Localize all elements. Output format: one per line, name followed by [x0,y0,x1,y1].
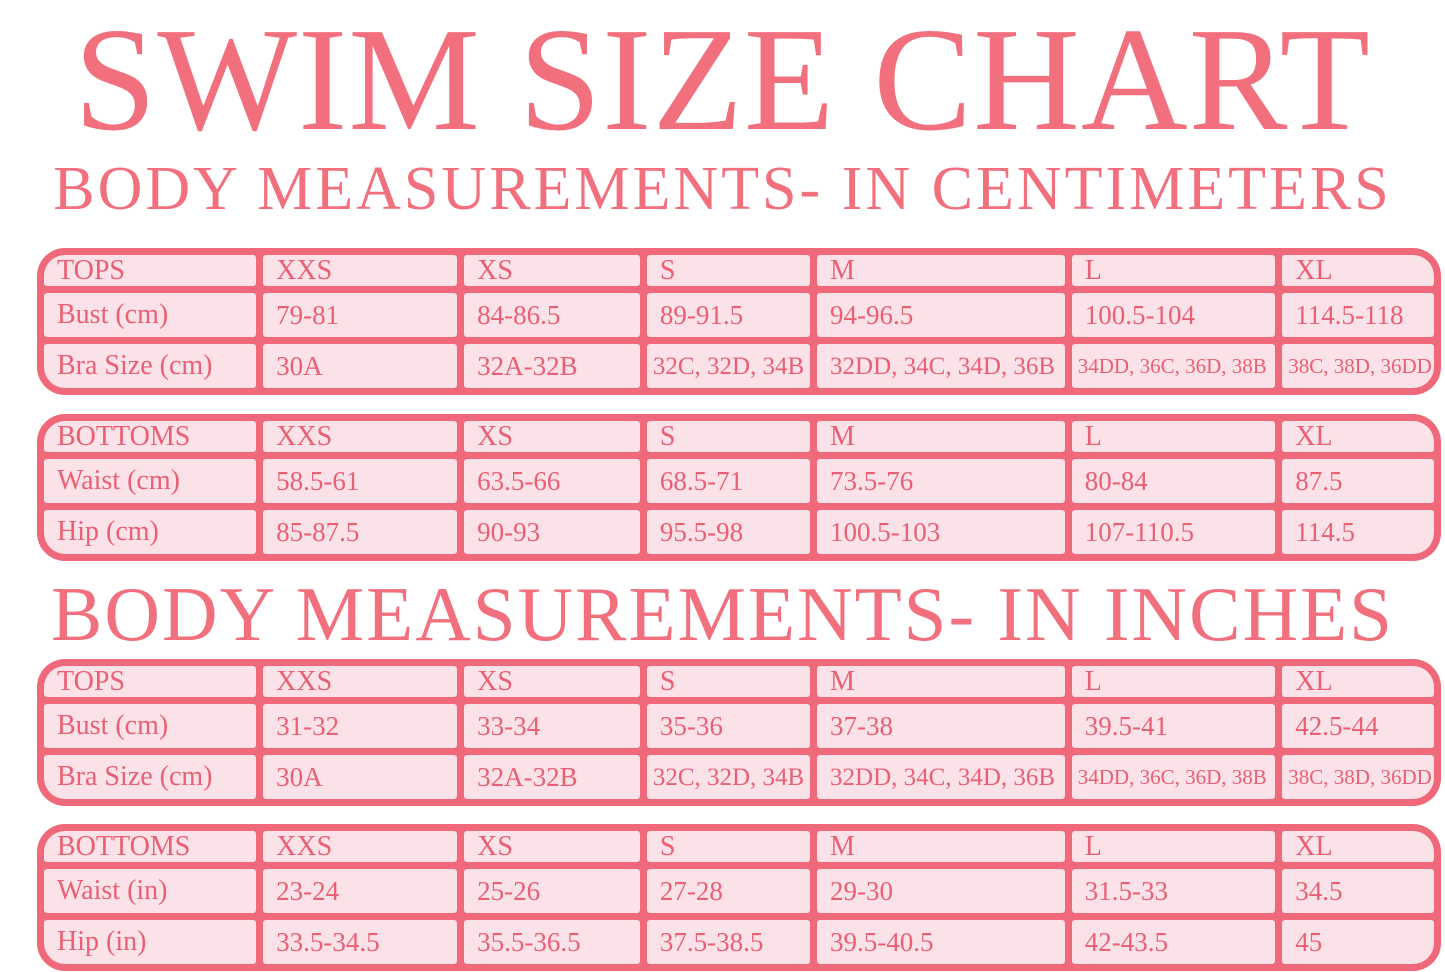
value-cell: 37.5-38.5 [646,920,811,965]
value-cell: 94-96.5 [817,293,1065,338]
row-label-bra-size-cm: Bra Size (cm) [44,344,257,389]
header-cell-xs: XS [464,666,640,698]
value-cell: 32A-32B [464,755,640,800]
header-cell-xxs: XXS [263,255,458,287]
row-label-waist-cm: Waist (cm) [44,459,257,504]
value-cell: 39.5-41 [1071,704,1276,749]
value-cell: 73.5-76 [817,459,1065,504]
value-cell: 42.5-44 [1282,704,1434,749]
subtitle-inches: BODY MEASUREMENTS- IN INCHES [51,571,1394,658]
value-cell: 85-87.5 [263,510,458,555]
header-cell-bottoms: BOTTOMS [44,421,257,453]
header-cell-xs: XS [464,831,640,863]
header-cell-l: L [1071,255,1276,287]
value-cell: 79-81 [263,293,458,338]
value-cell: 42-43.5 [1071,920,1276,965]
page-title: SWIM SIZE CHART [74,0,1371,162]
value-cell: 32DD, 34C, 34D, 36B [817,755,1065,800]
value-cell: 58.5-61 [263,459,458,504]
row-label-waist-in: Waist (in) [44,869,257,914]
value-cell: 35-36 [646,704,811,749]
row-label-hip-cm: Hip (cm) [44,510,257,555]
value-cell: 25-26 [464,869,640,914]
value-cell: 27-28 [646,869,811,914]
header-cell-xxs: XXS [263,666,458,698]
header-cell-bottoms: BOTTOMS [44,831,257,863]
size-table-tops-cm: TOPS XXS XS S M L XL Bust (cm) 79-81 84-… [37,248,1441,396]
header-cell-l: L [1071,831,1276,863]
value-cell: 84-86.5 [464,293,640,338]
value-cell: 32C, 32D, 34B [646,755,811,800]
value-cell: 68.5-71 [646,459,811,504]
value-cell: 100.5-103 [817,510,1065,555]
value-cell: 32DD, 34C, 34D, 36B [817,344,1065,389]
row-label-hip-in: Hip (in) [44,920,257,965]
value-cell: 34.5 [1282,869,1434,914]
header-cell-s: S [646,421,811,453]
header-cell-m: M [817,831,1065,863]
value-cell: 38C, 38D, 36DD [1282,755,1434,800]
value-cell: 37-38 [817,704,1065,749]
value-cell: 30A [263,344,458,389]
header-cell-tops: TOPS [44,666,257,698]
value-cell: 39.5-40.5 [817,920,1065,965]
value-cell: 107-110.5 [1071,510,1276,555]
header-cell-xxs: XXS [263,421,458,453]
value-cell: 29-30 [817,869,1065,914]
value-cell: 30A [263,755,458,800]
header-cell-xl: XL [1282,255,1434,287]
row-label-bust-in: Bust (cm) [44,704,257,749]
header-cell-m: M [817,666,1065,698]
value-cell: 38C, 38D, 36DD [1282,344,1434,389]
size-table-bottoms-in: BOTTOMS XXS XS S M L XL Waist (in) 23-24… [37,824,1441,972]
value-cell: 90-93 [464,510,640,555]
value-cell: 114.5-118 [1282,293,1434,338]
value-cell: 114.5 [1282,510,1434,555]
value-cell: 34DD, 36C, 36D, 38B [1071,344,1276,389]
row-label-bust-cm: Bust (cm) [44,293,257,338]
value-cell: 95.5-98 [646,510,811,555]
value-cell: 63.5-66 [464,459,640,504]
subtitle-centimeters: BODY MEASUREMENTS- IN CENTIMETERS [53,155,1392,224]
header-cell-s: S [646,255,811,287]
value-cell: 33-34 [464,704,640,749]
value-cell: 100.5-104 [1071,293,1276,338]
value-cell: 32C, 32D, 34B [646,344,811,389]
header-cell-xl: XL [1282,831,1434,863]
size-table-tops-in: TOPS XXS XS S M L XL Bust (cm) 31-32 33-… [37,659,1441,807]
value-cell: 33.5-34.5 [263,920,458,965]
header-cell-m: M [817,421,1065,453]
header-cell-xs: XS [464,421,640,453]
value-cell: 31-32 [263,704,458,749]
header-cell-l: L [1071,421,1276,453]
value-cell: 32A-32B [464,344,640,389]
header-cell-s: S [646,831,811,863]
size-table-bottoms-cm: BOTTOMS XXS XS S M L XL Waist (cm) 58.5-… [37,414,1441,562]
value-cell: 34DD, 36C, 36D, 38B [1071,755,1276,800]
value-cell: 89-91.5 [646,293,811,338]
header-cell-s: S [646,666,811,698]
value-cell: 45 [1282,920,1434,965]
header-cell-xl: XL [1282,421,1434,453]
header-cell-m: M [817,255,1065,287]
value-cell: 80-84 [1071,459,1276,504]
value-cell: 87.5 [1282,459,1434,504]
header-cell-xs: XS [464,255,640,287]
value-cell: 31.5-33 [1071,869,1276,914]
header-cell-xxs: XXS [263,831,458,863]
header-cell-tops: TOPS [44,255,257,287]
value-cell: 35.5-36.5 [464,920,640,965]
value-cell: 23-24 [263,869,458,914]
header-cell-xl: XL [1282,666,1434,698]
row-label-bra-size-in: Bra Size (cm) [44,755,257,800]
header-cell-l: L [1071,666,1276,698]
